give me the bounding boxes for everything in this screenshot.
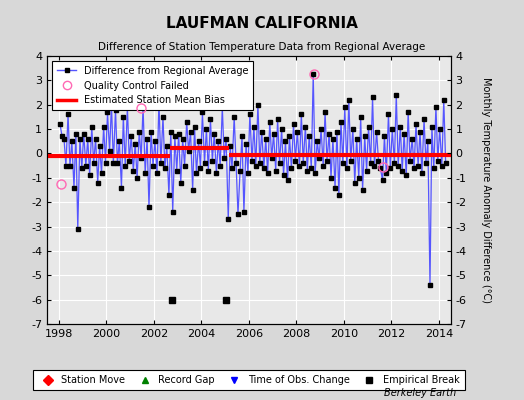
Text: Difference of Station Temperature Data from Regional Average: Difference of Station Temperature Data f… xyxy=(99,42,425,52)
Text: LAUFMAN CALIFORNIA: LAUFMAN CALIFORNIA xyxy=(166,16,358,31)
Text: Berkeley Earth: Berkeley Earth xyxy=(384,388,456,398)
Y-axis label: Monthly Temperature Anomaly Difference (°C): Monthly Temperature Anomaly Difference (… xyxy=(481,77,490,303)
Legend: Station Move, Record Gap, Time of Obs. Change, Empirical Break: Station Move, Record Gap, Time of Obs. C… xyxy=(33,370,465,390)
